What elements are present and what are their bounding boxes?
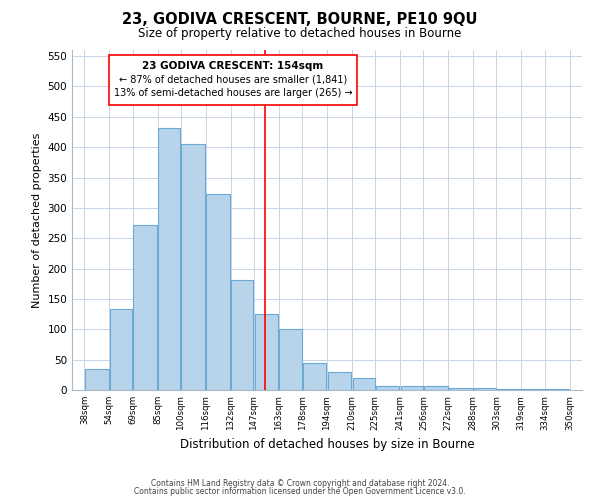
Text: 23 GODIVA CRESCENT: 154sqm: 23 GODIVA CRESCENT: 154sqm [142,61,323,71]
Bar [181,144,205,390]
Bar [133,225,157,390]
Bar [280,328,302,390]
Bar [474,388,496,390]
Bar [449,388,473,390]
Text: 23, GODIVA CRESCENT, BOURNE, PE10 9QU: 23, GODIVA CRESCENT, BOURNE, PE10 9QU [122,12,478,28]
Y-axis label: Number of detached properties: Number of detached properties [32,132,42,308]
Text: Contains public sector information licensed under the Open Government Licence v3: Contains public sector information licen… [134,487,466,496]
Bar [231,280,253,390]
Bar [158,128,180,390]
Text: Size of property relative to detached houses in Bourne: Size of property relative to detached ho… [139,28,461,40]
Bar [254,314,278,390]
Text: Contains HM Land Registry data © Crown copyright and database right 2024.: Contains HM Land Registry data © Crown c… [151,478,449,488]
Bar [206,194,230,390]
Bar [424,386,448,390]
Bar [522,389,544,390]
Bar [401,386,423,390]
Text: ← 87% of detached houses are smaller (1,841): ← 87% of detached houses are smaller (1,… [119,74,347,85]
Bar [545,389,569,390]
Bar [85,369,109,390]
X-axis label: Distribution of detached houses by size in Bourne: Distribution of detached houses by size … [179,438,475,451]
Text: 13% of semi-detached houses are larger (265) →: 13% of semi-detached houses are larger (… [113,88,352,99]
Bar [110,309,132,390]
Bar [328,372,351,390]
Bar [109,55,356,104]
Bar [303,362,326,390]
Bar [376,386,400,390]
Bar [353,378,374,390]
Bar [497,389,521,390]
